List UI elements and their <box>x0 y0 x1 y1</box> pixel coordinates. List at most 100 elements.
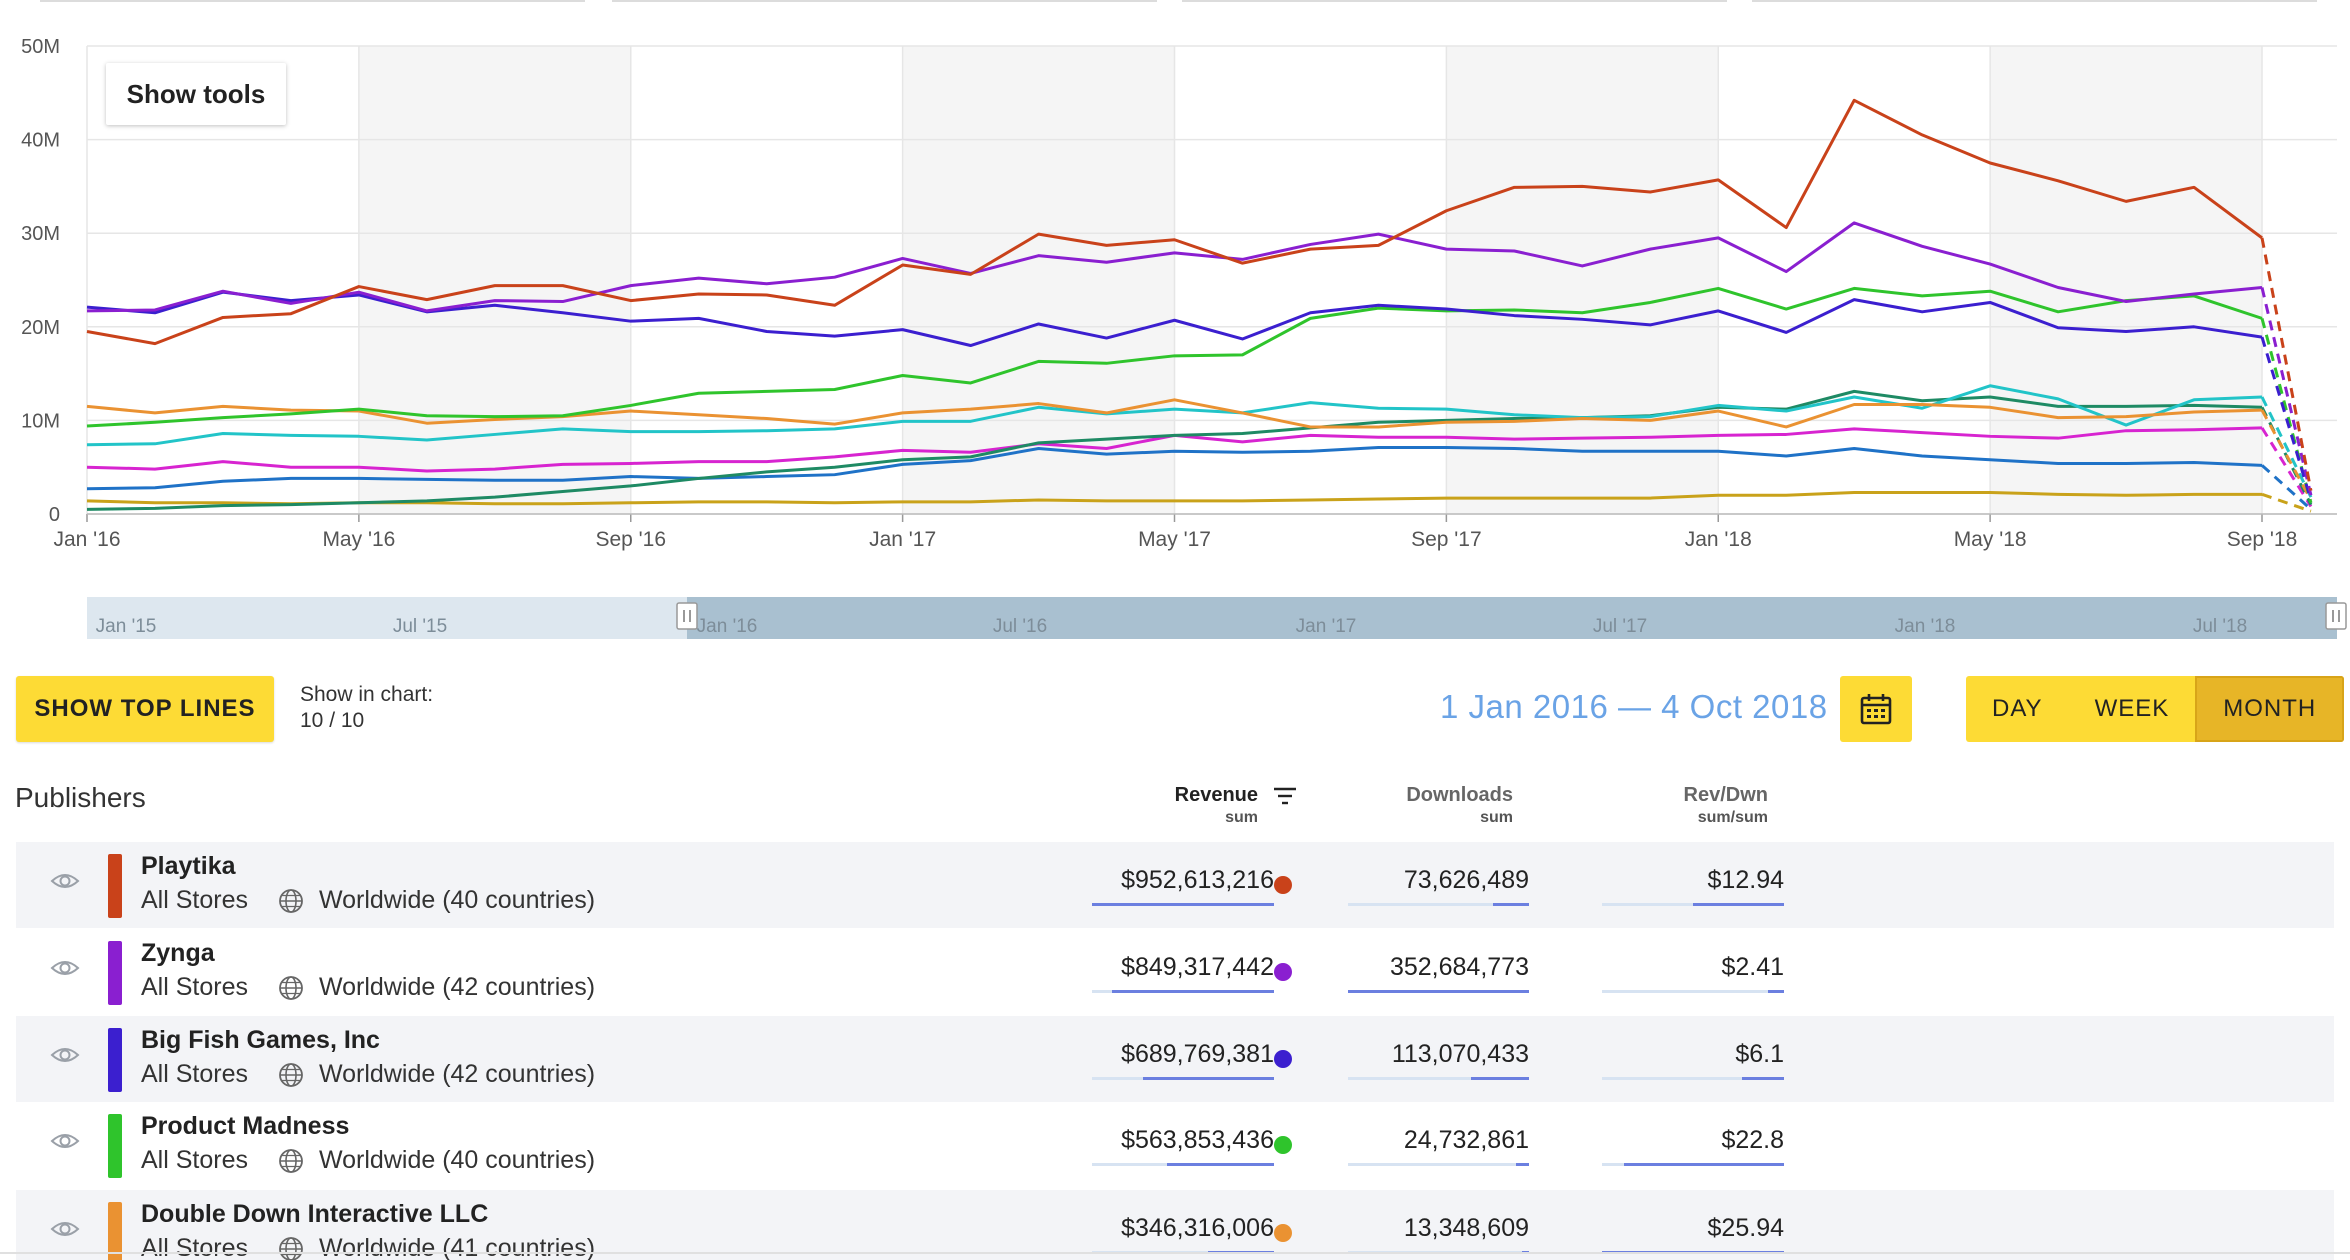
period-month-button[interactable]: MONTH <box>2195 676 2345 742</box>
downloads-header[interactable]: Downloads sum <box>1330 784 1513 827</box>
series-color-dot <box>1274 876 1292 894</box>
y-tick-label: 10M <box>21 410 60 432</box>
x-tick-label: Sep '17 <box>1411 528 1482 551</box>
publisher-name[interactable]: Product Madness <box>141 1112 350 1140</box>
visibility-eye-icon[interactable] <box>50 958 80 978</box>
globe-icon <box>279 1149 303 1173</box>
globe-icon <box>279 1237 303 1260</box>
revenue-bar-fill <box>1092 903 1274 906</box>
visibility-eye-icon[interactable] <box>50 1131 80 1151</box>
navigator-selection[interactable] <box>687 597 2337 639</box>
revenue-value: $563,853,436 <box>1121 1126 1274 1154</box>
y-tick-label: 40M <box>21 130 60 152</box>
publisher-stores: All Stores <box>141 1234 248 1260</box>
top-tab-3[interactable] <box>1182 0 1727 2</box>
top-tab-1[interactable] <box>40 0 585 2</box>
sort-descending-icon[interactable] <box>1272 786 1298 808</box>
downloads-bar <box>1348 1077 1529 1080</box>
downloads-bar <box>1348 990 1529 993</box>
revenue-header-sub: sum <box>1225 809 1258 826</box>
series-forecast-line <box>2260 287 2313 496</box>
navigator-tick-label: Jan '16 <box>697 616 758 637</box>
revdwn-value: $22.8 <box>1721 1126 1784 1154</box>
table-row[interactable]: Product Madness All Stores Worldwide (40… <box>16 1102 2334 1188</box>
series-color-dot <box>1274 1224 1292 1242</box>
revdwn-value: $25.94 <box>1707 1214 1784 1242</box>
revdwn-bar <box>1602 990 1784 993</box>
downloads-value: 73,626,489 <box>1403 866 1529 894</box>
plot-band <box>902 46 1175 514</box>
revdwn-header-sub: sum/sum <box>1697 809 1768 826</box>
table-row[interactable]: Double Down Interactive LLC All Stores W… <box>16 1190 2334 1260</box>
revenue-bar <box>1092 990 1274 993</box>
series-forecast-line <box>2260 336 2313 501</box>
x-tick-label: May '17 <box>1138 528 1211 551</box>
revdwn-value: $2.41 <box>1721 953 1784 981</box>
publisher-name[interactable]: Zynga <box>141 939 215 967</box>
navigator-right-handle[interactable] <box>2325 602 2347 630</box>
navigator-left-handle[interactable] <box>676 602 698 630</box>
publisher-name[interactable]: Big Fish Games, Inc <box>141 1026 380 1054</box>
publisher-region: Worldwide (40 countries) <box>319 1146 596 1174</box>
downloads-bar-fill <box>1348 990 1529 993</box>
revdwn-bar <box>1602 903 1784 906</box>
calendar-icon <box>1860 694 1892 725</box>
visibility-eye-icon[interactable] <box>50 1219 80 1239</box>
publisher-name[interactable]: Double Down Interactive LLC <box>141 1200 489 1228</box>
top-tab-2[interactable] <box>612 0 1157 2</box>
downloads-bar-fill <box>1492 903 1529 906</box>
top-tab-4[interactable] <box>1752 0 2317 2</box>
navigator-tick-label: Jan '18 <box>1895 616 1956 637</box>
revenue-header[interactable]: Revenue sum <box>1120 784 1258 827</box>
publisher-name[interactable]: Playtika <box>141 852 236 880</box>
show-in-chart-info: Show in chart: 10 / 10 <box>300 682 433 734</box>
revdwn-header[interactable]: Rev/Dwn sum/sum <box>1580 784 1768 827</box>
period-day-button[interactable]: DAY <box>1966 676 2069 742</box>
downloads-bar <box>1348 1163 1529 1166</box>
navigator-tick-label: Jan '15 <box>96 616 157 637</box>
downloads-value: 13,348,609 <box>1403 1214 1529 1242</box>
revenue-bar-fill <box>1142 1077 1274 1080</box>
table-row[interactable]: Zynga All Stores Worldwide (42 countries… <box>16 929 2334 1015</box>
time-range-navigator[interactable]: Jan '15 Jul '15 Jan '16 Jul '16 Jan '17 Jul '… <box>0 585 2350 645</box>
series-line <box>86 290 2263 348</box>
downloads-value: 352,684,773 <box>1389 953 1529 981</box>
revenue-value: $346,316,006 <box>1121 1214 1274 1242</box>
y-tick-label: 50M <box>21 36 60 58</box>
revenue-bar-fill <box>1166 1163 1274 1166</box>
publishers-header: Publishers <box>15 782 146 813</box>
calendar-button[interactable] <box>1840 676 1912 742</box>
publisher-stores: All Stores <box>141 973 248 1001</box>
downloads-header-sub: sum <box>1480 809 1513 826</box>
plot-band <box>358 46 631 514</box>
revdwn-bar-fill <box>1767 990 1784 993</box>
date-range-text[interactable]: 1 Jan 2016 — 4 Oct 2018 <box>1440 688 1828 725</box>
x-tick-label: Jan '18 <box>1685 528 1752 551</box>
navigator-tick-label: Jan '17 <box>1296 616 1357 637</box>
table-row[interactable]: Playtika All Stores Worldwide (40 countr… <box>16 842 2334 928</box>
plot-band <box>1446 46 1719 514</box>
revdwn-value: $6.1 <box>1735 1040 1784 1068</box>
show-in-chart-label: Show in chart: <box>300 683 434 706</box>
publisher-stores: All Stores <box>141 1146 248 1174</box>
y-tick-label: 20M <box>21 317 60 339</box>
visibility-eye-icon[interactable] <box>50 1045 80 1065</box>
publisher-region: Worldwide (42 countries) <box>319 1060 596 1088</box>
period-week-button[interactable]: WEEK <box>2068 676 2196 742</box>
chart-controls: SHOW TOP LINES Show in chart: 10 / 10 1 … <box>0 676 2350 746</box>
series-forecast-line <box>2260 396 2313 498</box>
downloads-bar-fill <box>1471 1077 1529 1080</box>
x-tick-label: Sep '18 <box>2227 528 2298 551</box>
y-tick-label: 0 <box>49 504 60 526</box>
downloads-value: 113,070,433 <box>1391 1040 1529 1068</box>
show-top-lines-button[interactable]: SHOW TOP LINES <box>16 676 274 742</box>
revenue-value: $849,317,442 <box>1121 953 1274 981</box>
x-tick-label: Sep '16 <box>595 528 666 551</box>
series-color-swatch <box>108 941 122 1005</box>
table-row[interactable]: Big Fish Games, Inc All Stores Worldwide… <box>16 1016 2334 1102</box>
series-forecast-line <box>2260 427 2313 508</box>
plot-band <box>1990 46 2262 514</box>
visibility-eye-icon[interactable] <box>50 871 80 891</box>
show-tools-button[interactable]: Show tools <box>106 63 286 125</box>
series-line <box>86 389 2263 511</box>
